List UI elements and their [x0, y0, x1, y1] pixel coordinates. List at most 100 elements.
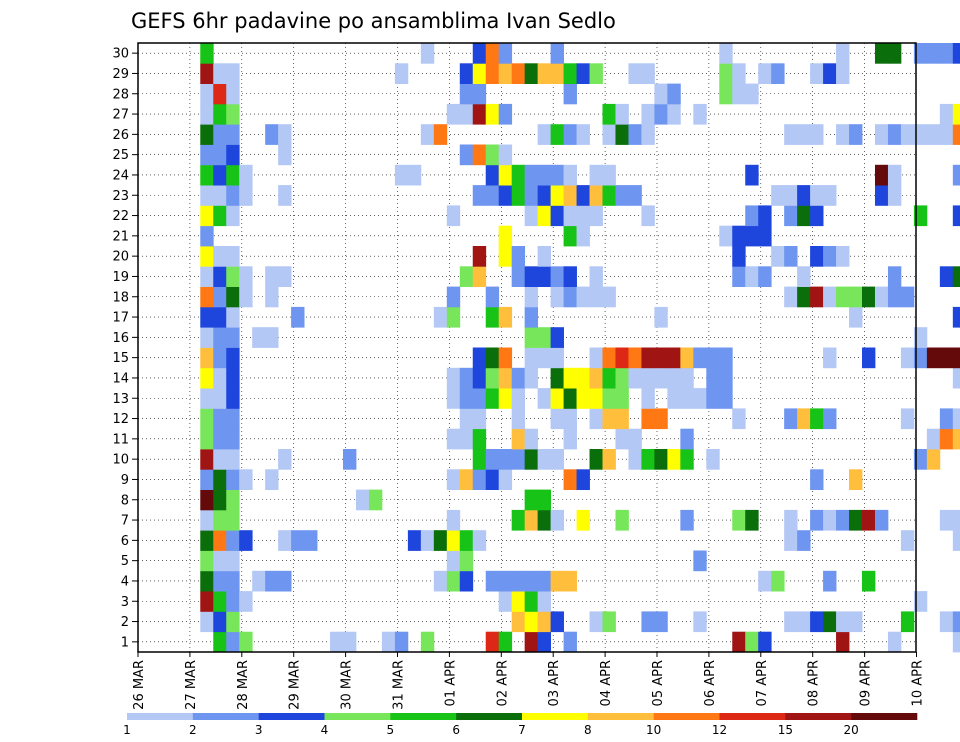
heatmap-cell	[952, 164, 960, 186]
heatmap-cell	[732, 83, 746, 105]
heatmap-cell	[446, 205, 461, 227]
heatmap-cell	[524, 367, 539, 389]
heatmap-cell	[226, 591, 240, 612]
heatmap-cell	[952, 530, 960, 551]
heatmap-cell	[420, 43, 435, 64]
heatmap-cell	[446, 103, 461, 125]
heatmap-cell	[706, 347, 720, 369]
y-tick-label: 4	[121, 574, 129, 589]
heatmap-cell	[485, 306, 500, 328]
heatmap-cell	[433, 530, 448, 551]
heatmap-cell	[849, 611, 863, 633]
heatmap-cell	[784, 205, 798, 227]
plot-frame	[137, 42, 917, 653]
heatmap-cell	[654, 611, 668, 633]
heatmap-cell	[200, 306, 214, 328]
heatmap-cell	[459, 103, 474, 125]
heatmap-cell	[667, 367, 681, 389]
heatmap-cell	[836, 509, 850, 531]
heatmap-cell	[200, 591, 214, 612]
heatmap-cell	[524, 266, 539, 287]
heatmap-cell	[952, 408, 960, 430]
heatmap-cell	[887, 185, 902, 206]
heatmap-cell	[952, 205, 960, 227]
heatmap-cell	[459, 550, 474, 572]
heatmap-cell	[797, 124, 811, 145]
heatmap-cell	[200, 185, 214, 206]
heatmap-cell	[200, 550, 214, 572]
x-axis: 26 MAR 27 MAR 28 MAR 29 MAR 30 MAR 31 MAR 01 A…	[132, 652, 926, 710]
heatmap-cell	[550, 124, 564, 145]
color-legend: 1 2 3 4 5 6 7 8 10 12 15 20	[123, 713, 918, 737]
x-tick-label: 26 MAR	[132, 660, 147, 710]
heatmap-cell	[226, 469, 240, 490]
heatmap-cell	[524, 570, 539, 592]
y-tick-label: 20	[112, 250, 129, 265]
heatmap-cell	[524, 611, 539, 633]
heatmap-cell	[226, 408, 240, 430]
heatmap-cell	[200, 286, 214, 308]
heatmap-cell	[524, 286, 539, 308]
heatmap-cell	[939, 266, 954, 287]
heatmap-cell	[226, 83, 240, 105]
heatmap-cell	[485, 286, 500, 308]
heatmap-cell	[706, 388, 720, 409]
heatmap-cell	[200, 144, 214, 166]
heatmap-cell	[797, 205, 811, 227]
heatmap-cell	[745, 225, 759, 247]
y-tick-label: 7	[121, 514, 129, 529]
heatmap-cell	[213, 246, 227, 267]
heatmap-cell	[758, 225, 772, 247]
heatmap-cell	[200, 530, 214, 551]
heatmap-cell	[836, 611, 850, 633]
heatmap-cell	[226, 367, 240, 389]
heatmap-cell	[641, 449, 655, 470]
heatmap-cell	[213, 124, 227, 145]
heatmap-cell	[498, 631, 513, 653]
heatmap-cell	[407, 530, 422, 551]
heatmap-cell	[732, 631, 746, 653]
heatmap-cell	[420, 530, 435, 551]
heatmap-cell	[939, 428, 954, 450]
heatmap-cell	[823, 408, 837, 430]
heatmap-cell	[213, 530, 227, 551]
heatmap-cell	[628, 367, 642, 389]
heatmap-cell	[420, 631, 435, 653]
heatmap-cell	[226, 449, 240, 470]
heatmap-cell	[576, 367, 590, 389]
y-tick-label: 21	[112, 229, 129, 244]
heatmap-cell	[576, 286, 590, 308]
heatmap-cell	[667, 347, 681, 369]
heatmap-cell	[563, 469, 577, 490]
heatmap-cell	[485, 164, 500, 186]
heatmap-cell	[874, 509, 889, 531]
heatmap-cell	[615, 103, 629, 125]
heatmap-cell	[563, 367, 577, 389]
heatmap-cell	[226, 570, 240, 592]
heatmap-cell	[226, 388, 240, 409]
legend-label: 5	[387, 723, 395, 737]
heatmap-cell	[836, 631, 850, 653]
heatmap-cell	[926, 347, 941, 369]
heatmap-cell	[472, 469, 487, 490]
heatmap-cell	[550, 327, 564, 348]
heatmap-cell	[576, 509, 590, 531]
heatmap-cell	[511, 428, 526, 450]
heatmap-cell	[200, 489, 214, 511]
heatmap-cell	[641, 388, 655, 409]
heatmap-cell	[459, 83, 474, 105]
heatmap-cell	[641, 347, 655, 369]
heatmap-cell	[628, 63, 642, 84]
heatmap-cell	[719, 63, 733, 84]
heatmap-cell	[706, 449, 720, 470]
heatmap-cell	[550, 408, 564, 430]
heatmap-cell	[537, 489, 552, 511]
y-tick-label: 30	[112, 47, 129, 62]
heatmap-cell	[226, 631, 240, 653]
heatmap-cell	[524, 591, 539, 612]
heatmap-cell	[537, 63, 552, 84]
heatmap-cell	[874, 124, 889, 145]
heatmap-cell	[213, 164, 227, 186]
heatmap-cell	[563, 631, 577, 653]
heatmap-cell	[887, 43, 902, 64]
